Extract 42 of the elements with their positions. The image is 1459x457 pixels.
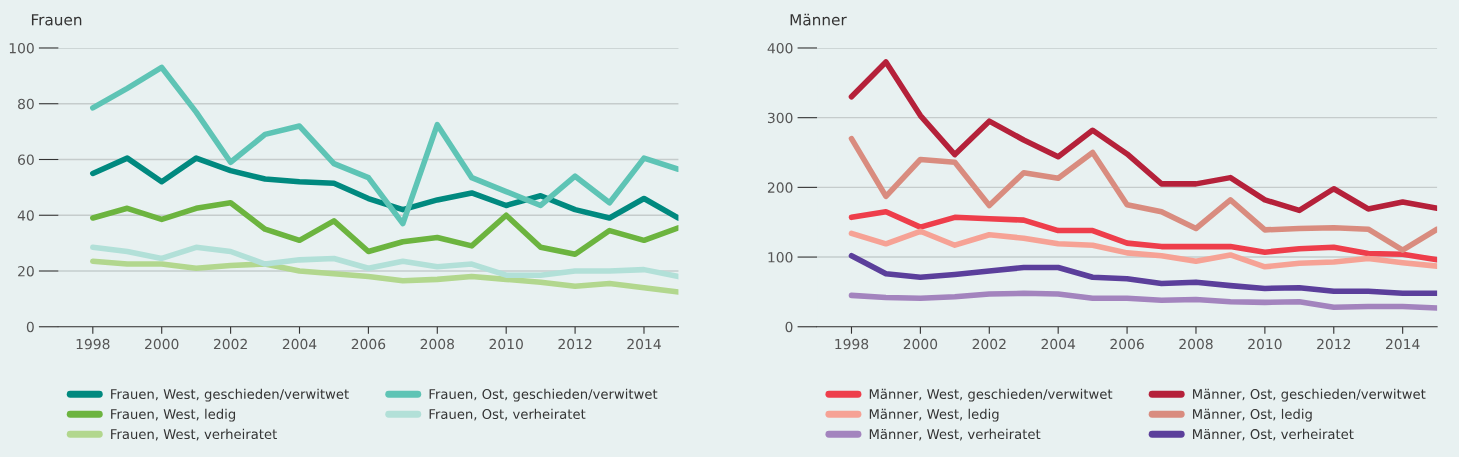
y-tick-label: 100 [9, 42, 34, 54]
y-tick-label: 100 [768, 252, 793, 263]
legend-label: Männer, Ost, ledig [1193, 408, 1312, 422]
x-tick-label: 2012 [558, 338, 592, 350]
x-tick-label: 2002 [972, 338, 1006, 350]
x-tick-label: 2008 [420, 338, 455, 350]
y-tick-label: 0 [26, 321, 34, 333]
legend-label: Männer, West, ledig [869, 408, 999, 422]
y-tick-label: 60 [18, 154, 34, 165]
x-tick-label: 2006 [1110, 338, 1144, 350]
y-tick-label: 0 [785, 321, 793, 333]
x-tick-label: 2014 [627, 338, 661, 350]
legend-label: Männer, Ost, geschieden/verwitwet [1193, 388, 1426, 402]
x-tick-label: 2000 [903, 338, 938, 350]
x-tick-label: 2014 [1386, 338, 1420, 350]
y-tick-label: 300 [767, 112, 793, 124]
x-tick-label: 2004 [1041, 338, 1076, 350]
legend-label: Frauen, West, geschieden/verwitwet [111, 388, 349, 402]
y-tick-label: 400 [767, 42, 793, 54]
legend-label: Männer, West, verheiratet [869, 428, 1041, 441]
x-tick-label: 1998 [835, 338, 869, 350]
legend-label: Frauen, Ost, verheiratet [429, 408, 586, 421]
legend-label: Frauen, West, ledig [111, 408, 236, 422]
chart-title: Männer [790, 13, 847, 26]
y-tick-label: 20 [18, 265, 34, 277]
legend-label: Männer, Ost, verheiratet [1193, 428, 1354, 441]
x-tick-label: 2010 [1248, 338, 1282, 350]
x-tick-label: 2006 [351, 338, 386, 350]
legend-label: Männer, West, geschieden/verwitwet [869, 388, 1113, 402]
chart-title: Frauen [31, 14, 82, 26]
x-tick-label: 1998 [76, 338, 110, 350]
y-tick-label: 80 [18, 98, 34, 110]
x-tick-label: 2002 [213, 338, 247, 350]
legend-label: Frauen, Ost, geschieden/verwitwet [429, 388, 658, 402]
y-tick-label: 200 [767, 182, 793, 193]
x-tick-label: 2010 [489, 338, 523, 350]
x-tick-label: 2004 [282, 338, 317, 350]
x-tick-label: 2012 [1317, 338, 1351, 350]
y-tick-label: 40 [17, 210, 34, 221]
x-tick-label: 2008 [1179, 338, 1213, 350]
x-tick-label: 2000 [145, 338, 179, 350]
legend-label: Frauen, West, verheiratet [111, 428, 277, 441]
